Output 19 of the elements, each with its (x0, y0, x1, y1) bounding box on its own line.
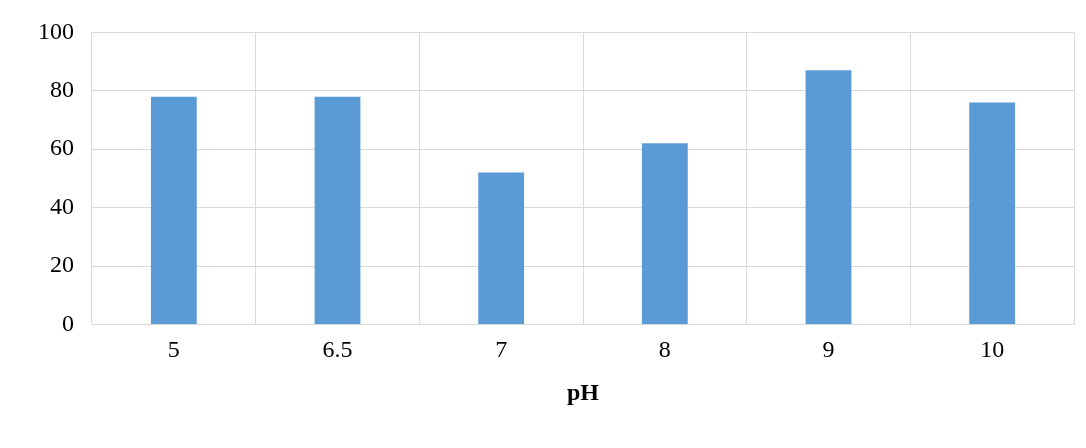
y-tick-label: 100 (38, 17, 74, 44)
x-tick-label: 5 (167, 336, 180, 363)
y-tick-label: 0 (62, 309, 74, 336)
x-tick-label: 8 (658, 336, 671, 363)
y-tick-label: 40 (50, 192, 74, 219)
bar (805, 70, 852, 324)
x-axis-title: pH (566, 378, 600, 405)
x-tick-label: 7 (495, 336, 508, 363)
y-tick-label: 80 (50, 76, 74, 103)
x-tick-label: 10 (980, 336, 1005, 363)
bar (641, 143, 688, 324)
x-tick-label: 6.5 (322, 336, 353, 363)
bar (969, 102, 1016, 324)
x-tick-label: 9 (822, 336, 835, 363)
y-tick-label: 60 (50, 134, 74, 161)
bar (150, 96, 197, 324)
bar (314, 96, 361, 324)
bar (478, 172, 525, 324)
y-tick-label: 20 (50, 251, 74, 278)
